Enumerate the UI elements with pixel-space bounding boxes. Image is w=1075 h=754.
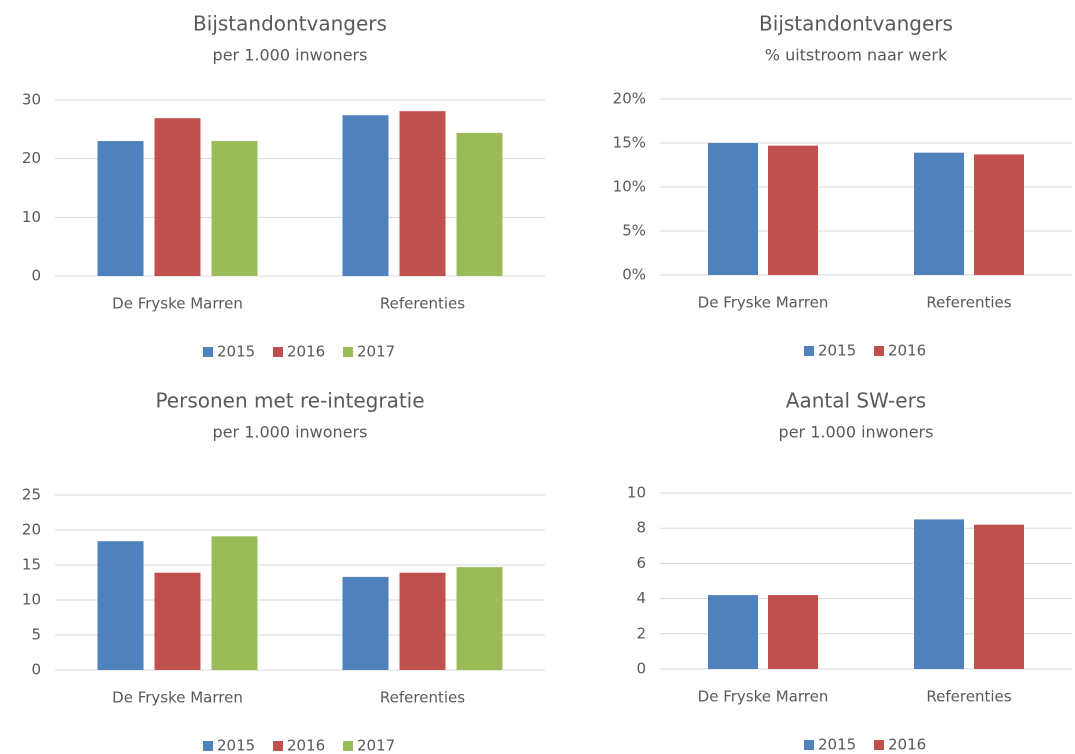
legend-label: 2017 [357,737,395,754]
y-tick-label: 20 [22,149,41,167]
x-tick-label: Referenties [380,295,465,313]
chart-subtitle: per 1.000 inwoners [213,46,368,65]
legend-label: 2016 [888,736,926,754]
bar [211,536,258,670]
y-tick-label: 4 [636,589,646,607]
y-tick-label: 30 [22,91,41,109]
bar [211,141,258,276]
legend-swatch [804,346,814,356]
chart-subtitle: per 1.000 inwoners [779,423,934,442]
legend-label: 2015 [818,342,856,360]
bar [456,567,503,670]
legend-label: 2015 [217,343,255,361]
y-tick-label: 2 [636,624,646,642]
bar [97,141,144,276]
chart-subtitle: per 1.000 inwoners [213,423,368,442]
legend-swatch [874,346,884,356]
bar [974,154,1024,275]
legend-swatch [874,740,884,750]
bar [399,111,446,276]
x-tick-label: De Fryske Marren [698,294,829,312]
chart: Bijstandontvangers % uitstroom naar werk 0… [613,12,1072,360]
legend-label: 2017 [357,343,395,361]
bar [974,524,1024,669]
y-tick-label: 0 [31,267,41,285]
x-tick-label: Referenties [926,688,1011,706]
chart: Aantal SW-ers per 1.000 inwoners 0 2 4 6 8 10 De… [627,389,1072,754]
y-tick-label: 15 [22,556,41,574]
legend-swatch [343,741,353,751]
y-tick-label: 15% [613,134,646,152]
legend-label: 2015 [818,736,856,754]
bar [399,572,446,670]
y-tick-label: 5% [622,222,646,240]
chart-title: Bijstandontvangers [193,12,387,36]
y-tick-label: 8 [636,519,646,537]
y-tick-label: 0 [636,660,646,678]
y-tick-label: 10 [22,591,41,609]
bar [342,115,389,277]
legend-swatch [273,741,283,751]
bar [914,152,964,275]
chart-title: Aantal SW-ers [786,389,926,413]
legend-label: 2015 [217,737,255,754]
y-tick-label: 10 [627,484,646,502]
legend-swatch [343,347,353,357]
bar [154,572,201,670]
chart: Personen met re-integratie per 1.000 inwo… [22,389,545,754]
y-tick-label: 0% [622,266,646,284]
chart-subtitle: % uitstroom naar werk [765,46,948,65]
legend-swatch [203,347,213,357]
bar [768,145,818,275]
bar [154,118,201,276]
y-tick-label: 6 [636,554,646,572]
y-tick-label: 0 [31,661,41,679]
bar [708,595,758,669]
x-tick-label: De Fryske Marren [112,295,243,313]
legend-label: 2016 [287,343,325,361]
y-tick-label: 20 [22,521,41,539]
chart-title: Personen met re-integratie [155,389,424,413]
legend-swatch [804,740,814,750]
bar [97,541,144,670]
x-tick-label: Referenties [926,294,1011,312]
bar [708,143,758,275]
chart-title: Bijstandontvangers [759,12,953,36]
legend-label: 2016 [287,737,325,754]
bar [342,576,389,670]
y-tick-label: 10 [22,208,41,226]
x-tick-label: De Fryske Marren [698,688,829,706]
y-tick-label: 10% [613,178,646,196]
y-tick-label: 5 [31,626,41,644]
chart: Bijstandontvangers per 1.000 inwoners 0 10 2… [22,12,545,361]
x-tick-label: De Fryske Marren [112,689,243,707]
bar [456,132,503,276]
x-tick-label: Referenties [380,689,465,707]
bar [914,519,964,669]
legend-swatch [273,347,283,357]
y-tick-label: 25 [22,486,41,504]
legend-label: 2016 [888,342,926,360]
legend-swatch [203,741,213,751]
bar [768,595,818,669]
y-tick-label: 20% [613,90,646,108]
